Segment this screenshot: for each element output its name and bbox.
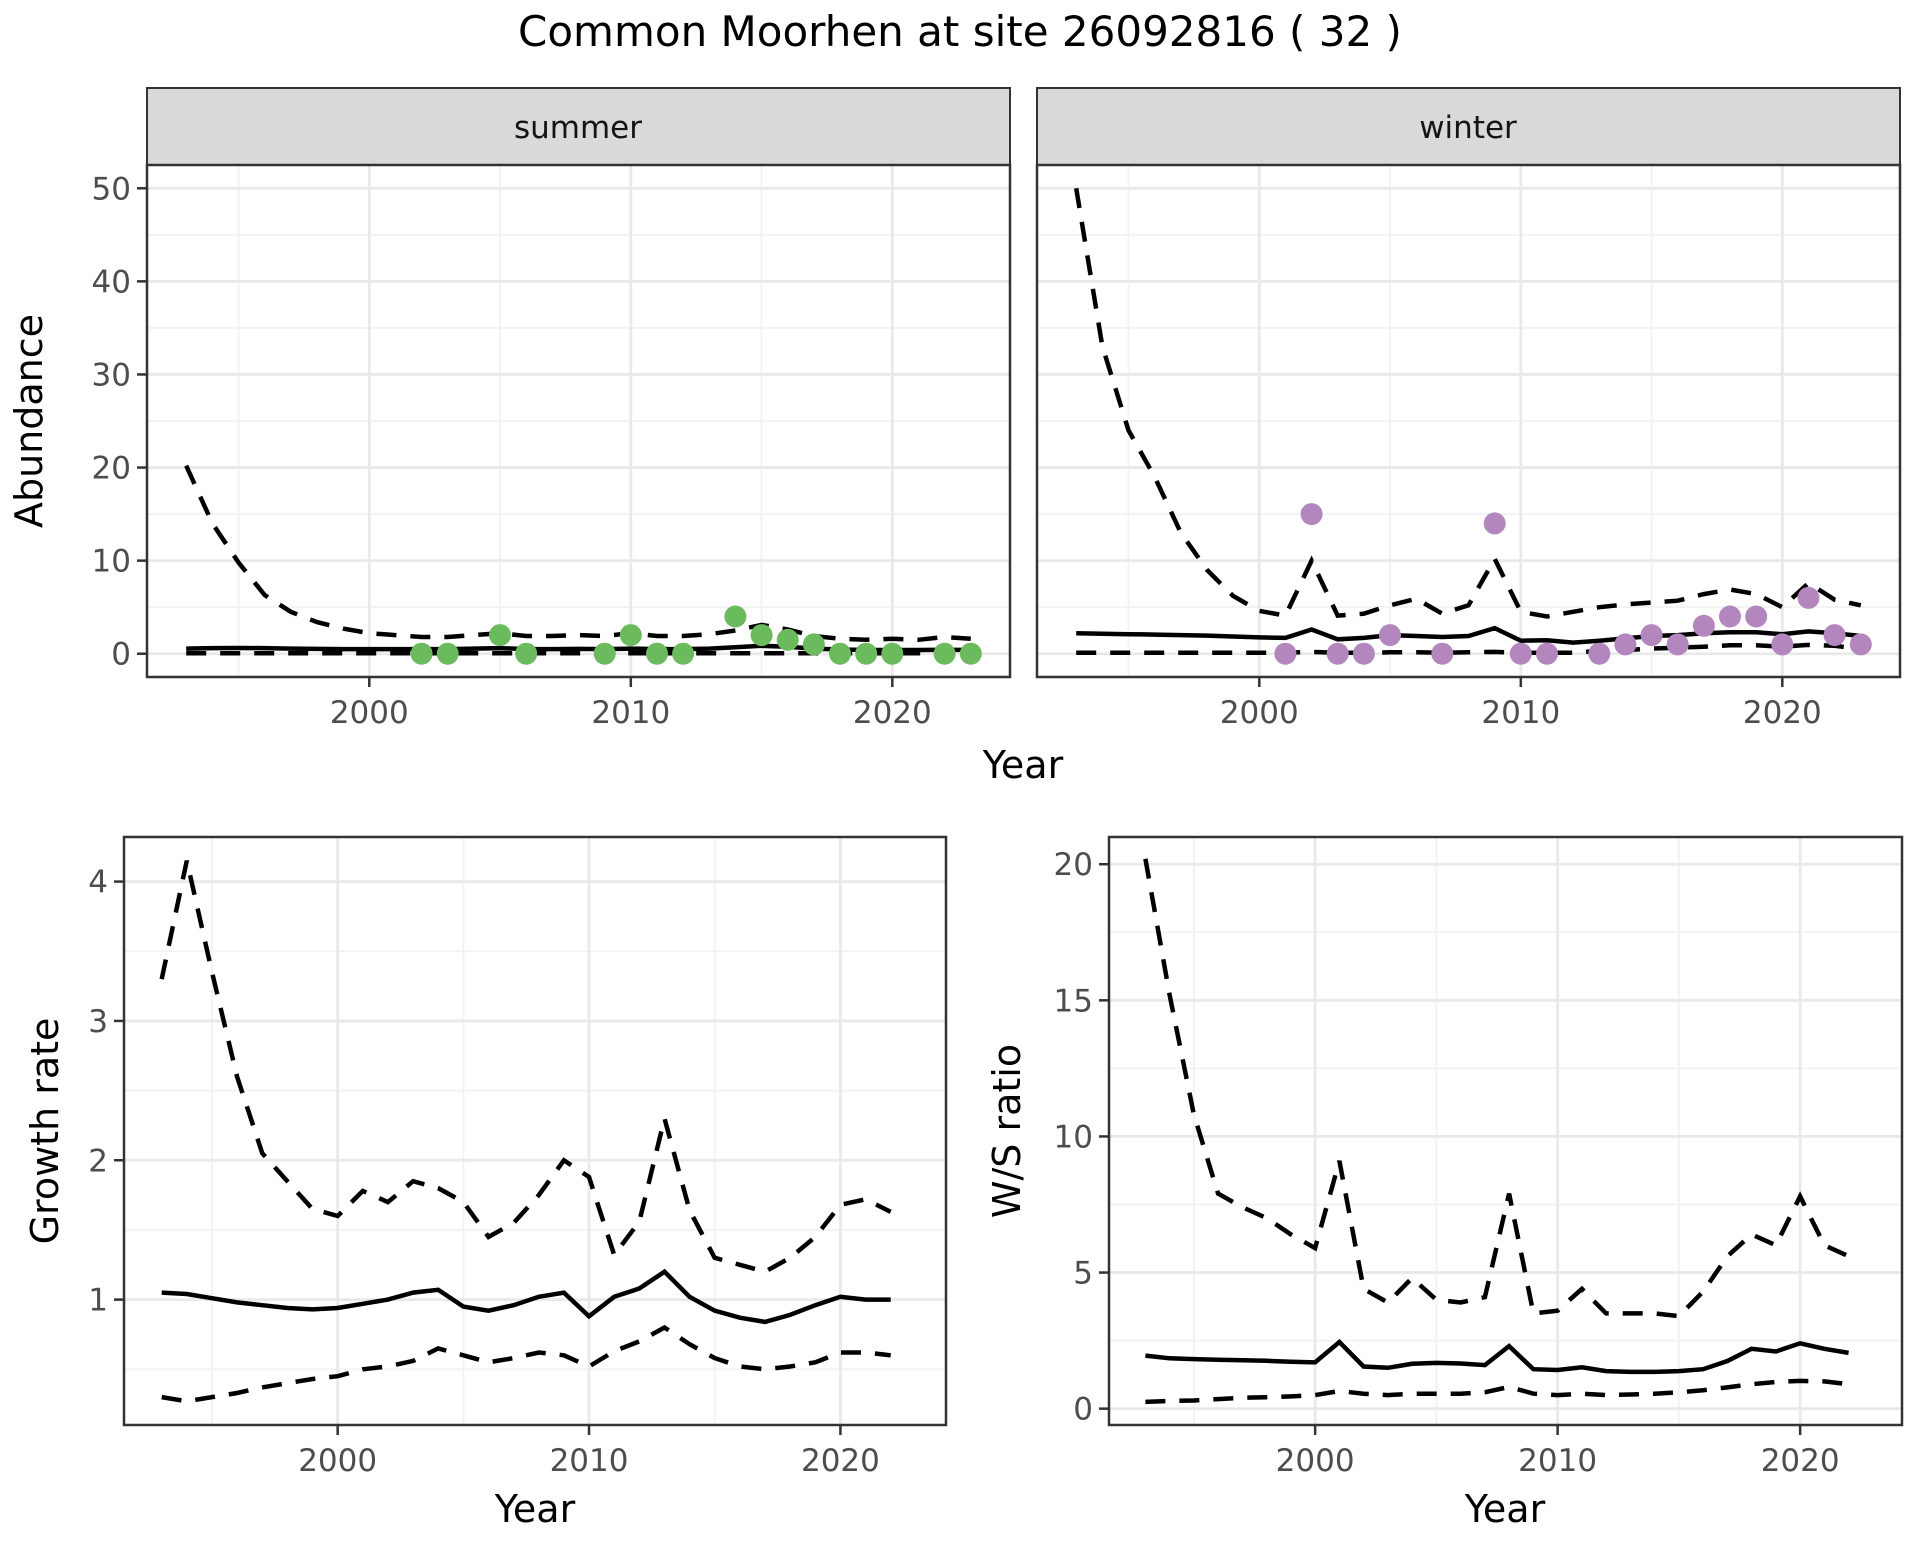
data-point (1431, 642, 1454, 665)
page-title: Common Moorhen at site 26092816 ( 32 ) (518, 7, 1402, 56)
data-point (1352, 642, 1375, 665)
abundance-winter-panel-border (1035, 163, 1902, 679)
y-tick-label: 15 (1054, 983, 1093, 1019)
ws-ratio-panel: 2000 2010 2020 0 5 10 15 20 (1054, 835, 1904, 1479)
facet-strip-winter-label: winter (1419, 110, 1517, 146)
data-point (1771, 633, 1794, 656)
year-axis-title-bottom-right: Year (1464, 1487, 1546, 1531)
x-tick-label: 2020 (1761, 1443, 1840, 1479)
data-point (1588, 642, 1611, 665)
x-tick-label: 2010 (1518, 1443, 1597, 1479)
y-tick-label: 3 (88, 1004, 108, 1040)
ws-ratio-panel-border (1107, 835, 1904, 1427)
y-tick-label: 10 (1054, 1119, 1093, 1155)
data-point (1849, 633, 1872, 656)
abundance-summer-upper_95ci-line (184, 464, 971, 643)
y-tick-label: 50 (92, 171, 131, 207)
facet-strip-summer-label: summer (514, 110, 642, 146)
data-point (410, 642, 433, 665)
facet-strip-winter (1036, 87, 1901, 166)
data-point (1614, 633, 1637, 656)
ws-ratio-upper_95ci-line (1143, 858, 1850, 1319)
abundance-winter-panel: 2000 2010 2020 (1035, 163, 1902, 731)
growth-rate-axis-title: Growth rate (23, 1018, 67, 1245)
x-tick-label: 2020 (853, 695, 932, 731)
x-tick-label: 2020 (1743, 695, 1822, 731)
x-tick-label: 2000 (1276, 1443, 1355, 1479)
data-point (646, 642, 668, 665)
y-tick-label: 4 (88, 865, 108, 901)
ws-ratio-axis-title: W/S ratio (985, 1044, 1029, 1218)
year-axis-title-top: Year (982, 743, 1064, 787)
data-point (436, 642, 459, 665)
data-point (489, 624, 511, 647)
data-point (1823, 624, 1846, 647)
abundance-summer-panel-border (145, 163, 1012, 679)
y-tick-label: 40 (92, 264, 131, 300)
abundance-axis-title: Abundance (7, 314, 51, 528)
ws-ratio-lower_95ci-line (1145, 1378, 1849, 1405)
x-tick-label: 2010 (1481, 695, 1560, 731)
x-tick-label: 2010 (550, 1443, 629, 1479)
y-tick-label: 20 (92, 451, 131, 487)
y-tick-label: 5 (1073, 1256, 1093, 1292)
axis-titles: Abundance Year Growth rate Year W/S rati… (7, 314, 1546, 1531)
x-tick-label: 2000 (330, 695, 409, 731)
data-point (1509, 642, 1532, 665)
data-point (750, 624, 773, 647)
data-point (1719, 605, 1741, 628)
y-tick-label: 0 (111, 637, 131, 673)
data-point (672, 642, 695, 665)
facet-strips: summer winter (146, 87, 1901, 166)
data-point (802, 633, 825, 656)
data-point (829, 642, 851, 665)
data-point (1326, 642, 1349, 665)
data-point (881, 642, 904, 665)
growth-rate-median-line (161, 1268, 891, 1325)
data-point (1274, 642, 1297, 665)
x-tick-label: 2010 (591, 695, 670, 731)
data-point (1666, 633, 1689, 656)
y-tick-label: 10 (92, 544, 131, 580)
y-tick-label: 0 (1073, 1392, 1093, 1428)
growth-rate-lower_95ci-line (161, 1324, 891, 1404)
facet-strip-summer (146, 87, 1011, 166)
y-tick-label: 20 (1054, 847, 1093, 883)
abundance-winter-lower_95ci-line (1076, 642, 1862, 656)
data-point (1300, 503, 1323, 526)
data-point (1379, 624, 1401, 647)
abundance-summer-median-line (186, 643, 971, 653)
data-point (593, 642, 616, 665)
x-tick-label: 2000 (298, 1443, 377, 1479)
year-axis-title-bottom-left: Year (494, 1487, 576, 1531)
y-tick-label: 1 (88, 1283, 108, 1319)
y-tick-label: 30 (92, 357, 131, 393)
abundance-winter-upper_95ci-line (1073, 187, 1862, 619)
y-tick-label: 2 (88, 1143, 108, 1179)
data-point (724, 605, 747, 628)
data-point (959, 642, 982, 665)
abundance-summer-panel: 2000 2010 2020 0 10 20 30 40 50 (92, 163, 1012, 731)
growth-rate-panel-border (122, 835, 948, 1427)
data-point (933, 642, 956, 665)
data-point (855, 642, 878, 665)
abundance-winter-median-line (1076, 625, 1862, 645)
growth-rate-upper_95ci-line (159, 860, 892, 1275)
data-point (1797, 586, 1820, 609)
data-point (1483, 512, 1506, 535)
data-point (1536, 642, 1558, 665)
data-point (1640, 624, 1663, 647)
data-point (515, 642, 538, 665)
ws-ratio-median-line (1145, 1338, 1849, 1375)
growth-rate-panel: 2000 2010 2020 1 2 3 4 (88, 835, 948, 1479)
data-point (1745, 605, 1768, 628)
x-tick-label: 2020 (801, 1443, 880, 1479)
data-point (776, 628, 799, 651)
data-point (619, 624, 642, 647)
data-point (1692, 614, 1715, 637)
x-tick-label: 2000 (1220, 695, 1299, 731)
